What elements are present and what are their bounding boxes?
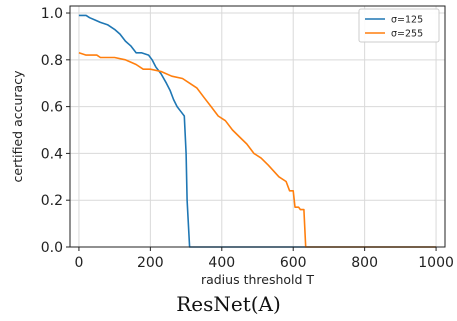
y-tick-label: 0.2: [41, 193, 63, 209]
ticks: 0 200 400 600 800 1000 0.0 0.2 0.4 0.6 0.8 1.0: [41, 6, 454, 271]
x-tick-label: 0: [74, 255, 83, 271]
y-tick-label: 0.6: [41, 100, 63, 116]
series-line-2: [78, 52, 437, 248]
x-tick-label: 400: [208, 255, 235, 271]
y-tick-label: 0.4: [41, 146, 63, 162]
legend: σ=125 σ=255: [358, 8, 440, 43]
x-tick-label: 200: [137, 255, 164, 271]
figure-caption: ResNet(A): [176, 292, 281, 316]
x-tick-label: 600: [280, 255, 307, 271]
y-tick-label: 1.0: [41, 6, 63, 22]
x-tick-label: 1000: [418, 255, 454, 271]
y-tick-label: 0.8: [41, 53, 63, 69]
series-line-1: [78, 14, 437, 248]
legend-label-2: σ=255: [391, 29, 423, 40]
x-axis-label: radius threshold T: [201, 272, 314, 287]
series-layer: [78, 14, 437, 248]
x-tick-label: 800: [351, 255, 378, 271]
legend-label-1: σ=125: [391, 15, 423, 26]
chart: 0 200 400 600 800 1000 0.0 0.2 0.4 0.6 0.8 1.0 radi…: [10, 5, 454, 287]
plot-frame: [69, 5, 446, 248]
y-axis-label: certified accuracy: [10, 70, 25, 183]
y-tick-label: 0.0: [41, 240, 63, 256]
